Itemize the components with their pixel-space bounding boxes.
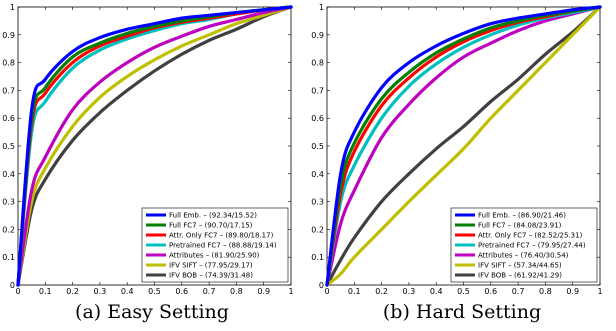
x-tick-label: 0.8	[539, 287, 552, 296]
y-tick-label: 0.7	[311, 86, 324, 95]
x-tick-label: 0.9	[566, 287, 579, 296]
x-tick-label: 0.2	[66, 287, 79, 296]
y-tick-label: 0.8	[311, 59, 324, 68]
legend: Full Emb. – (86.90/21.46) Full FC7 – (84.…	[450, 207, 598, 283]
y-tick-label: 0.3	[311, 198, 324, 207]
y-tick-label: 0.2	[2, 225, 15, 234]
panel-caption: (a) Easy Setting	[75, 301, 229, 323]
x-tick-label: 0.2	[375, 287, 388, 296]
series-line	[16, 5, 293, 287]
y-tick-label: 0.1	[311, 253, 324, 262]
x-tick-label: 0.6	[175, 287, 188, 296]
series-line	[325, 5, 602, 287]
legend-label: IFV BOB – (61.92/41.29)	[478, 272, 562, 280]
series-line	[325, 5, 602, 287]
legend-label: IFV BOB – (74.39/31.48)	[169, 272, 253, 280]
y-tick-label: 0.8	[2, 59, 15, 68]
x-tick-label: 0.9	[257, 287, 270, 296]
x-tick-label: 0.5	[148, 287, 161, 296]
x-tick-label: 0.1	[39, 287, 52, 296]
y-tick-label: 0.1	[2, 253, 15, 262]
chart-panel-1: 0 0.1 0.2 0.3 0.4 0.5 0.6 0.7 0.8 0.9 1 0 0.1 0.2 0.3 0…	[311, 3, 602, 323]
x-tick-label: 0.5	[457, 287, 470, 296]
x-tick-label: 0.3	[403, 287, 416, 296]
series-line	[325, 5, 602, 287]
y-tick-label: 0.2	[311, 225, 324, 234]
y-tick-label: 0.4	[2, 170, 15, 179]
x-tick-label: 0	[15, 287, 20, 296]
y-tick-label: 0.5	[2, 142, 15, 151]
x-tick-label: 0.4	[430, 287, 443, 296]
x-tick-label: 0	[324, 287, 329, 296]
legend-label: IFV SIFT – (57.34/44.65)	[478, 262, 562, 270]
y-tick-label: 0.4	[311, 170, 324, 179]
x-tick-label: 0.1	[348, 287, 361, 296]
y-tick-label: 0.9	[2, 31, 15, 40]
legend-label: Attributes – (76.40/30.54)	[478, 252, 569, 260]
series-line	[325, 5, 602, 287]
legend-label: Pretrained FC7 – (88.88/19.14)	[169, 242, 277, 250]
x-tick-label: 0.7	[512, 287, 525, 296]
y-tick-label: 0.9	[311, 31, 324, 40]
chart-panel-0: 0 0.1 0.2 0.3 0.4 0.5 0.6 0.7 0.8 0.9 1 0 0.1 0.2 0.3 0…	[2, 3, 293, 323]
series-line	[16, 5, 293, 287]
legend-label: Full Emb. – (92.34/15.52)	[169, 212, 257, 220]
legend-label: Full FC7 – (84.08/23.91)	[478, 222, 562, 230]
y-tick-label: 0.7	[2, 86, 15, 95]
y-tick-label: 0.6	[311, 114, 324, 123]
series-line	[16, 5, 293, 287]
y-tick-label: 1	[319, 3, 324, 12]
x-tick-label: 0.4	[121, 287, 134, 296]
series-line	[16, 5, 293, 287]
legend-label: IFV SIFT – (77.95/29.17)	[169, 262, 253, 270]
legend-label: Attr. Only FC7 – (89.80/18.17)	[169, 232, 274, 240]
y-tick-label: 0	[319, 281, 324, 290]
y-tick-label: 1	[10, 3, 15, 12]
x-tick-label: 0.6	[484, 287, 497, 296]
y-tick-label: 0	[10, 281, 15, 290]
legend-label: Attr. Only FC7 – (82.52/25.31)	[478, 232, 583, 240]
legend-label: Full Emb. – (86.90/21.46)	[478, 212, 566, 220]
x-tick-label: 1	[288, 287, 293, 296]
panel-caption: (b) Hard Setting	[383, 301, 541, 323]
x-tick-label: 0.7	[203, 287, 216, 296]
legend-label: Pretrained FC7 – (79.95/27.44)	[478, 242, 586, 250]
x-tick-label: 0.8	[230, 287, 243, 296]
x-tick-label: 1	[597, 287, 602, 296]
y-tick-label: 0.5	[311, 142, 324, 151]
legend-box	[450, 207, 598, 283]
legend-label: Full FC7 – (90.70/17.15)	[169, 222, 253, 230]
y-tick-label: 0.6	[2, 114, 15, 123]
legend-label: Attributes – (81.90/25.90)	[169, 252, 260, 260]
x-tick-label: 0.3	[94, 287, 107, 296]
legend-box	[141, 207, 289, 283]
y-tick-label: 0.3	[2, 198, 15, 207]
legend: Full Emb. – (92.34/15.52) Full FC7 – (90.…	[141, 207, 289, 283]
